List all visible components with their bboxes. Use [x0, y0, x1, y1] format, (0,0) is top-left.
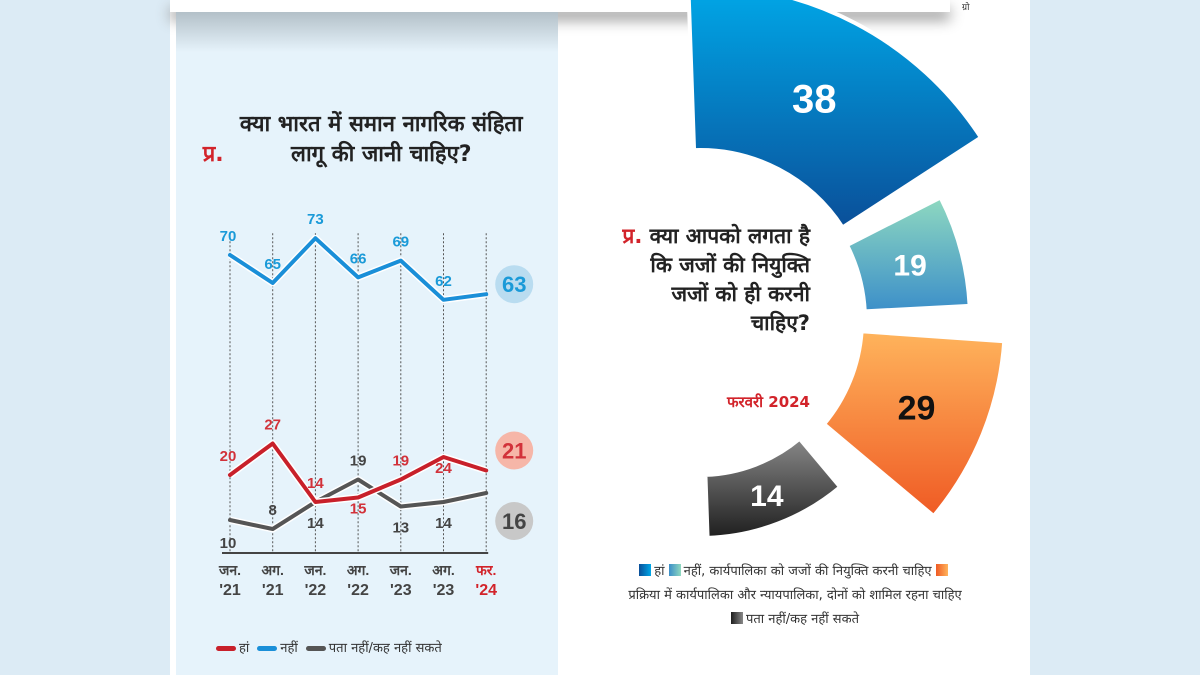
- segment-value: 14: [750, 480, 784, 513]
- data-label: 13: [392, 520, 409, 537]
- x-tick-label: '23: [390, 582, 412, 599]
- data-label: 10: [220, 535, 237, 552]
- legend-swatch: [935, 564, 948, 576]
- data-label: 14: [307, 475, 324, 492]
- left-panel: प्र. क्या भारत में समान नागरिक संहिता ला…: [176, 12, 558, 675]
- data-label: 20: [220, 448, 237, 465]
- value-bubble: [495, 431, 534, 470]
- x-tick-label: '21: [262, 582, 284, 599]
- data-label: 69: [392, 234, 409, 251]
- legend-label: पता नहीं/कह नहीं सकते: [328, 641, 442, 656]
- data-label: 16: [502, 509, 526, 534]
- segment-value: 29: [898, 389, 936, 427]
- data-label: 19: [350, 453, 367, 470]
- left-question: प्र. क्या भारत में समान नागरिक संहिता ला…: [176, 110, 558, 170]
- legend-label: हां: [654, 564, 669, 579]
- legend-label: नहीं, कार्यपालिका को जजों की नियुक्ति कर…: [683, 564, 936, 579]
- data-label: 8: [269, 502, 277, 519]
- radial-chart: 38 19 29 14: [686, 0, 1007, 540]
- survey-date: फरवरी 2024: [726, 393, 810, 411]
- infographic-page: ग्रो प्र. क्या भारत में समान नागरिक संहि…: [170, 0, 1030, 675]
- segment-0: [686, 0, 983, 230]
- question-text: क्या भारत में समान नागरिक संहिता लागू की…: [239, 112, 523, 167]
- data-label: 73: [307, 211, 324, 228]
- data-label: 14: [307, 515, 324, 532]
- legend-item: हां: [639, 564, 668, 579]
- x-tick-label: '23: [433, 582, 455, 599]
- segment-3: [703, 436, 843, 540]
- series-line-1: [228, 236, 489, 302]
- segment-value: 38: [792, 77, 837, 121]
- data-label: 66: [350, 250, 367, 267]
- question-prefix: प्र.: [202, 142, 224, 167]
- legend-item: पता नहीं/कह नहीं सकते: [305, 638, 442, 656]
- x-tick-label: जन.: [389, 562, 412, 578]
- x-tick-label: अग.: [261, 562, 283, 578]
- legend-swatch: [731, 612, 743, 624]
- x-tick-label: जन.: [303, 562, 326, 578]
- data-label: 21: [502, 439, 526, 464]
- legend-item: नहीं: [257, 638, 298, 656]
- data-label: 65: [264, 256, 281, 273]
- pie-legend: हां नहीं, कार्यपालिका को जजों की नियुक्त…: [625, 560, 965, 632]
- legend-item: प्रक्रिया में कार्यपालिका और न्यायपालिका…: [628, 564, 962, 603]
- question-prefix: प्र.: [622, 224, 643, 248]
- data-label: 70: [220, 228, 237, 245]
- segment-value: 19: [893, 250, 926, 283]
- x-tick-label: '22: [305, 582, 327, 599]
- x-tick-label: फर.: [475, 562, 496, 578]
- legend-item: नहीं, कार्यपालिका को जजों की नियुक्ति कर…: [668, 564, 936, 579]
- x-tick-label: जन.: [218, 562, 241, 578]
- segment-2: [822, 329, 1007, 519]
- x-tick-label: अग.: [432, 562, 454, 578]
- legend-swatch: [668, 564, 681, 576]
- x-tick-label: '21: [219, 582, 241, 599]
- x-tick-label: '22: [347, 582, 369, 599]
- data-label: 27: [264, 417, 281, 434]
- legend-swatch: [639, 564, 652, 576]
- value-bubble: [495, 502, 534, 540]
- question-text: क्या आपको लगता है कि जजों की नियुक्ति जज…: [649, 224, 810, 335]
- legend-swatch: [305, 646, 326, 651]
- line-chart: जन. '21 अग. '21 जन. '22 अग. '22 जन. '23 अग. '23 फर. '…: [218, 211, 534, 599]
- right-question: प्र. क्या आपको लगता है कि जजों की नियुक्…: [610, 222, 810, 338]
- data-label: 62: [435, 273, 452, 290]
- legend-label: पता नहीं/कह नहीं सकते: [746, 612, 859, 627]
- data-label: 14: [435, 515, 452, 532]
- legend-label: प्रक्रिया में कार्यपालिका और न्यायपालिका…: [628, 588, 962, 603]
- legend-label: नहीं: [280, 641, 298, 656]
- series-line-2: [228, 477, 489, 531]
- data-label: 19: [392, 453, 409, 470]
- value-bubble: [495, 265, 534, 304]
- series-line-0: [228, 441, 489, 504]
- corner-mark: ग्रो: [962, 3, 970, 13]
- segment-1: [845, 195, 972, 314]
- legend-item: हां: [216, 638, 249, 656]
- data-label: 24: [435, 460, 452, 477]
- legend-swatch: [216, 646, 236, 651]
- legend-item: पता नहीं/कह नहीं सकते: [731, 612, 859, 627]
- x-tick-label: अग.: [347, 562, 369, 578]
- data-label: 63: [502, 272, 526, 297]
- line-legend: हां नहीं पता नहीं/कह नहीं सकते: [216, 638, 442, 656]
- x-tick-label: '24: [475, 582, 497, 599]
- legend-swatch: [257, 646, 278, 651]
- legend-label: हां: [239, 641, 250, 656]
- data-label: 15: [350, 501, 367, 518]
